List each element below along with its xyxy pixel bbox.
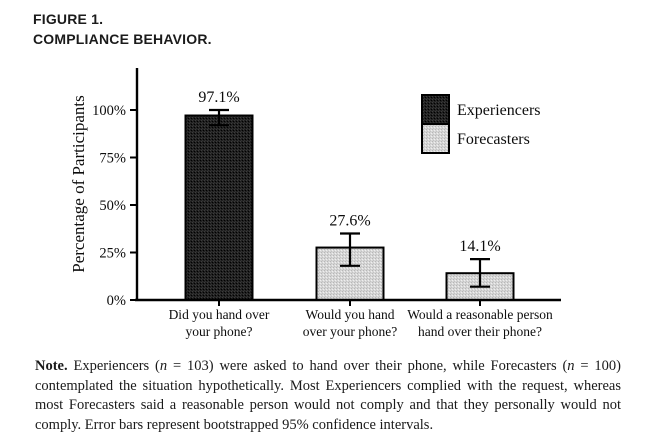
axes-group <box>135 68 561 302</box>
figure-label: FIGURE 1. <box>33 11 104 27</box>
value-labels-group: 97.1% 27.6% 14.1% <box>198 89 500 255</box>
figure-title: COMPLIANCE BEHAVIOR. <box>33 31 212 47</box>
note-text: = 100) contemplated the situation hypoth… <box>35 358 622 433</box>
note-n-italic: n <box>567 358 575 374</box>
y-axis-title: Percentage of Participants <box>69 95 88 273</box>
legend-swatch-forecasters <box>421 123 450 154</box>
note-text: Experiencers ( <box>67 358 160 374</box>
legend-label: Experiencers <box>457 102 541 119</box>
bar-value-label: 27.6% <box>329 213 370 230</box>
note-n-italic: n <box>159 358 168 374</box>
y-tick-label: 100% <box>92 103 126 119</box>
y-tick-label: 25% <box>99 246 126 262</box>
y-tick-label: 75% <box>99 151 126 167</box>
legend-swatch-experiencers <box>421 94 450 125</box>
bar-1 <box>184 114 254 302</box>
y-tick-label: 0% <box>107 293 126 309</box>
y-tick-label: 50% <box>99 198 126 214</box>
y-axis-title-group: Percentage of Participants <box>69 95 88 273</box>
legend-label: Forecasters <box>457 131 530 148</box>
x-category-label: Would you hand over your phone? <box>303 307 397 339</box>
x-category-label: Did you hand over your phone? <box>169 307 270 339</box>
legend-group: Experiencers Forecasters <box>421 94 541 154</box>
note-text: = 103) were asked to hand over their pho… <box>167 358 568 374</box>
x-category-label: Would a reasonable person hand over their… <box>407 307 553 339</box>
note-label: Note. <box>35 358 68 374</box>
bar-value-label: 97.1% <box>198 89 239 106</box>
x-categories-group: Did you hand over your phone? Would you ha… <box>169 300 553 339</box>
bars-group <box>184 108 515 302</box>
bar-value-label: 14.1% <box>459 238 500 255</box>
figure-caption: FIGURE 1. COMPLIANCE BEHAVIOR. <box>33 9 212 49</box>
y-ticks-group: 0% 25% 50% 75% 100% <box>92 103 137 309</box>
figure-note: Note. Experiencers (n = 103) were asked … <box>35 357 621 435</box>
